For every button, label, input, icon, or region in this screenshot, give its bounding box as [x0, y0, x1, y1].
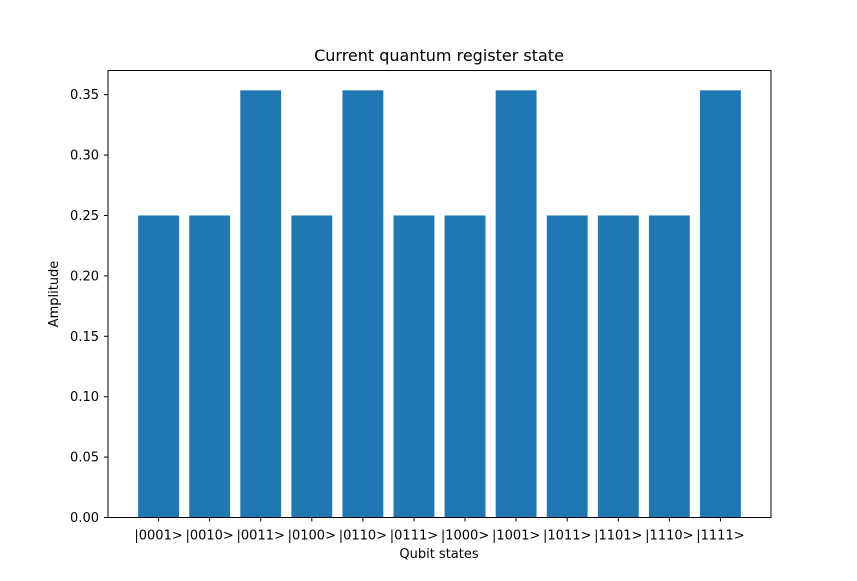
x-axis-label: Qubit states: [399, 547, 478, 562]
bar-0110: [342, 90, 384, 518]
bar-1101: [597, 215, 639, 518]
x-tick-label: |1101>: [594, 529, 642, 544]
x-tick-label: |0001>: [134, 529, 182, 544]
x-tick-label: |1011>: [543, 529, 591, 544]
y-tick-label: 0.35: [70, 88, 99, 103]
bar-0001: [138, 215, 179, 518]
y-axis-label: Amplitude: [47, 261, 62, 328]
bar-1011: [546, 215, 588, 518]
y-axis: 0.00 0.05 0.10 0.15 0.20 0.25 0.30 0.35: [70, 88, 108, 526]
x-tick-label: |1110>: [645, 529, 693, 544]
y-tick-label: 0.15: [70, 330, 99, 345]
x-tick-label: |0010>: [185, 529, 233, 544]
bar-1001: [495, 90, 537, 518]
bar-0011: [240, 90, 282, 518]
bar-1000: [444, 215, 486, 518]
x-tick-label: |0011>: [237, 529, 285, 544]
x-tick-label: |0111>: [390, 529, 438, 544]
x-axis: |0001> |0010> |0011> |0100> |0110> |0111> |100…: [134, 517, 745, 544]
x-tick-label: |0110>: [339, 529, 387, 544]
y-tick-label: 0.30: [70, 149, 99, 164]
y-tick-label: 0.20: [70, 269, 99, 284]
bar-0100: [291, 215, 333, 518]
x-tick-label: |1001>: [492, 529, 540, 544]
chart-title: Current quantum register state: [314, 46, 564, 65]
y-tick-label: 0.10: [70, 390, 99, 405]
y-tick-label: 0.05: [70, 451, 99, 466]
bar-0111: [393, 215, 435, 518]
bar-1111: [700, 90, 741, 518]
bar-0010: [189, 215, 231, 518]
x-tick-label: |1111>: [696, 529, 744, 544]
x-tick-label: |1000>: [441, 529, 489, 544]
y-tick-label: 0.00: [70, 511, 99, 526]
bars-group: [138, 90, 741, 518]
bar-1110: [648, 215, 690, 518]
plot-frame: [107, 70, 772, 518]
x-tick-label: |0100>: [288, 529, 336, 544]
y-tick-label: 0.25: [70, 209, 99, 224]
